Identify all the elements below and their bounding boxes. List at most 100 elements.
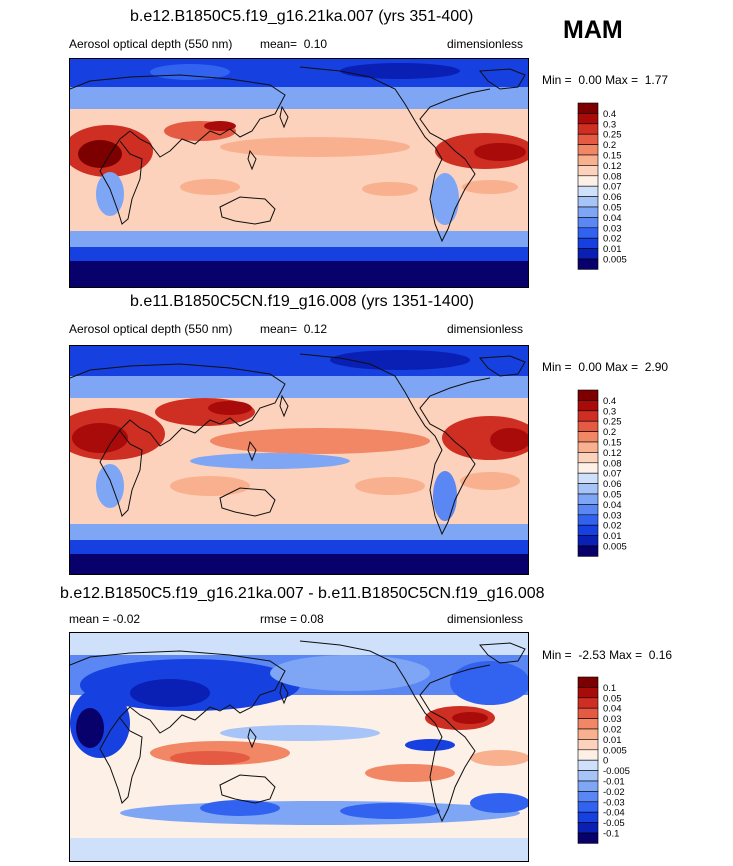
panel-2-title: b.e11.B1850C5CN.f19_g16.008 (yrs 1351-14… [130,293,474,310]
colorbar-box [577,697,599,709]
colorbar-box [577,811,599,823]
panel-2-mean: mean= 0.12 [260,322,328,336]
colorbar-tick-label: -0.1 [603,829,619,840]
colorbar-box [577,441,599,453]
colorbar-tick-label: 0.03 [603,714,622,725]
panel-3-map [69,632,529,862]
colorbar-tick-label: 0.05 [603,693,622,704]
colorbar-box [577,217,599,229]
panel-3-title: b.e12.B1850C5.f19_g16.21ka.007 - b.e11.B… [60,585,545,602]
panel-2-colorbar-svg: 0.40.30.250.20.150.120.080.070.060.050.0… [577,389,627,557]
panel-1-map [69,58,529,288]
colorbar-box [577,545,599,557]
colorbar-tick-label: 0.07 [603,469,622,480]
colorbar-box [577,483,599,495]
colorbar-box [577,749,599,761]
colorbar-tick-label: 0.03 [603,223,622,234]
colorbar-box [577,832,599,844]
colorbar-box [577,133,599,145]
colorbar-box [577,728,599,740]
colorbar-box [577,801,599,813]
colorbar-tick-label: 0.3 [603,119,616,130]
colorbar-tick-label: 0.4 [603,109,616,120]
panel-3-units: dimensionless [447,612,524,626]
colorbar-tick-label: 0.005 [603,745,627,756]
colorbar-tick-label: 0.01 [603,735,622,746]
colorbar-tick-label: 0.3 [603,406,616,417]
colorbar-tick-label: -0.03 [603,797,625,808]
colorbar-box [577,535,599,547]
colorbar-box [577,227,599,239]
colorbar-tick-label: 0.04 [603,213,622,224]
colorbar-tick-label: -0.04 [603,808,625,819]
panel-1-variable-label: Aerosol optical depth (550 nm) [69,37,233,51]
season-label: MAM [563,16,623,44]
colorbar-tick-label: 0.02 [603,521,622,532]
colorbar-tick-label: 0.04 [603,500,622,511]
colorbar-box [577,410,599,422]
colorbar-box [577,258,599,270]
colorbar-tick-label: 0.1 [603,683,616,694]
colorbar-tick-label: 0.08 [603,171,622,182]
panel-2-map [69,345,529,575]
colorbar-tick-label: 0.05 [603,490,622,501]
colorbar-box [577,462,599,474]
colorbar-tick-label: 0.03 [603,510,622,521]
colorbar-box [577,687,599,699]
colorbar-box [577,780,599,792]
colorbar-tick-label: 0.02 [603,234,622,245]
panel-1-mean: mean= 0.10 [260,37,328,51]
colorbar-tick-label: 0.15 [603,151,622,162]
colorbar-box [577,102,599,114]
colorbar-box [577,420,599,432]
panel-1-title: b.e12.B1850C5.f19_g16.21ka.007 (yrs 351-… [130,8,474,25]
colorbar-box [577,196,599,208]
panel-3-colorbar: 0.1 0.05 0.04 0.03 0.02 0.01 0.005 0 -0.005 -0.01… [577,676,658,857]
colorbar-box [577,389,599,401]
colorbar-tick-label: 0.25 [603,417,622,428]
colorbar-tick-label: -0.01 [603,777,625,788]
colorbar-tick-label: 0.005 [603,542,627,553]
colorbar-box [577,165,599,177]
colorbar-tick-label: 0.06 [603,192,622,203]
colorbar-tick-label: -0.02 [603,787,625,798]
colorbar-tick-label: 0.04 [603,704,622,715]
panel-2-colorbar: 0.4 0.3 0.25 0.2 0.15 0.12 0.08 0.07 0.06 0.05 0.0… [577,389,658,570]
colorbar-tick-label: 0.4 [603,396,616,407]
panel-3-colorbar-svg: 0.10.050.040.030.020.010.0050-0.005-0.01… [577,676,630,844]
colorbar-box [577,504,599,516]
colorbar-box [577,739,599,751]
panel-1-min-max: Min = 0.00 Max = 1.77 [542,73,669,87]
colorbar-box [577,144,599,156]
colorbar-box [577,154,599,166]
colorbar-box [577,113,599,125]
colorbar-tick-label: 0.12 [603,448,622,459]
colorbar-tick-label: 0.2 [603,140,616,151]
colorbar-box [577,175,599,187]
colorbar-tick-label: 0.25 [603,130,622,141]
colorbar-box [577,524,599,536]
panel-1-colorbar-svg: 0.40.30.250.20.150.120.080.070.060.050.0… [577,102,627,270]
colorbar-box [577,472,599,484]
colorbar-tick-label: 0.005 [603,255,627,266]
colorbar-box [577,248,599,260]
colorbar-tick-label: 0 [603,756,608,767]
colorbar-box [577,237,599,249]
colorbar-box [577,452,599,464]
colorbar-box [577,206,599,218]
colorbar-tick-label: 0.15 [603,438,622,449]
colorbar-tick-label: -0.05 [603,818,625,829]
colorbar-box [577,791,599,803]
colorbar-box [577,400,599,412]
colorbar-tick-label: 0.05 [603,203,622,214]
panel-3-mean: mean = -0.02 [69,612,141,626]
colorbar-box [577,770,599,782]
colorbar-tick-label: 0.2 [603,427,616,438]
colorbar-tick-label: 0.06 [603,479,622,490]
colorbar-box [577,123,599,135]
colorbar-box [577,759,599,771]
panel-1-units: dimensionless [447,37,524,51]
panel-3-min-max: Min = -2.53 Max = 0.16 [542,648,673,662]
colorbar-box [577,514,599,526]
panel-1-colorbar: 0.4 0.3 0.25 0.2 0.15 0.12 0.08 0.07 0.06 0.05 0.0… [577,102,658,283]
